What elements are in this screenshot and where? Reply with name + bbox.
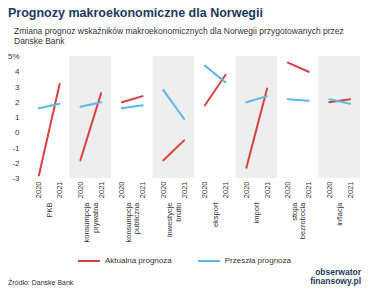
svg-text:4: 4 (15, 67, 20, 76)
svg-text:2020: 2020 (283, 182, 292, 199)
svg-text:2021: 2021 (346, 182, 355, 199)
svg-text:2020: 2020 (242, 182, 251, 199)
svg-text:import: import (252, 202, 261, 224)
svg-text:stopabezrobocia: stopabezrobocia (290, 202, 307, 240)
svg-text:konsumpcjaprywatna: konsumpcjaprywatna (82, 202, 99, 243)
html-text:Prognozy makroekonomiczne dla: Prognozy makroekonomiczne dla Norwegii (8, 6, 263, 20)
svg-text:2020: 2020 (325, 182, 334, 199)
svg-text:2020: 2020 (76, 182, 85, 199)
svg-text:3: 3 (15, 83, 20, 92)
svg-text:2020: 2020 (34, 182, 43, 199)
svg-text:2021: 2021 (138, 182, 147, 199)
svg-text:2020: 2020 (200, 182, 209, 199)
html-text:Aktualna prognoza: Aktualna prognoza (105, 256, 172, 265)
svg-text:inwestycjebrutto: inwestycjebrutto (165, 203, 182, 238)
svg-text:0: 0 (15, 128, 20, 137)
html-text:Przeszła prognoza: Przeszła prognoza (224, 256, 291, 265)
svg-text:-2: -2 (12, 159, 20, 168)
svg-text:inflacja: inflacja (335, 202, 344, 226)
svg-text:-1: -1 (12, 144, 20, 153)
svg-text:eksport: eksport (211, 202, 220, 228)
svg-text:2021: 2021 (221, 182, 230, 199)
svg-text:2020: 2020 (117, 182, 126, 199)
svg-text:5%: 5% (8, 52, 20, 61)
svg-text:PKB: PKB (45, 203, 54, 218)
svg-text:2: 2 (15, 98, 20, 107)
svg-text:2021: 2021 (180, 182, 189, 199)
html-text:obserwator finansowy.pl: obserwator finansowy.pl (310, 267, 361, 286)
svg-text:2021: 2021 (97, 182, 106, 199)
html-text:Zmiana prognoz wskaźników makr: Zmiana prognoz wskaźników makroekonomicz… (14, 26, 344, 46)
svg-text:2021: 2021 (304, 182, 313, 199)
html-text:Źródło: Danske Bank: Źródło: Danske Bank (8, 279, 74, 286)
svg-text:konsumpcjapubliczna: konsumpcjapubliczna (124, 202, 141, 243)
svg-text:2021: 2021 (263, 182, 272, 199)
svg-text:2021: 2021 (55, 182, 64, 199)
svg-text:2020: 2020 (159, 182, 168, 199)
svg-text:1: 1 (15, 113, 20, 122)
svg-text:-3: -3 (12, 174, 20, 183)
